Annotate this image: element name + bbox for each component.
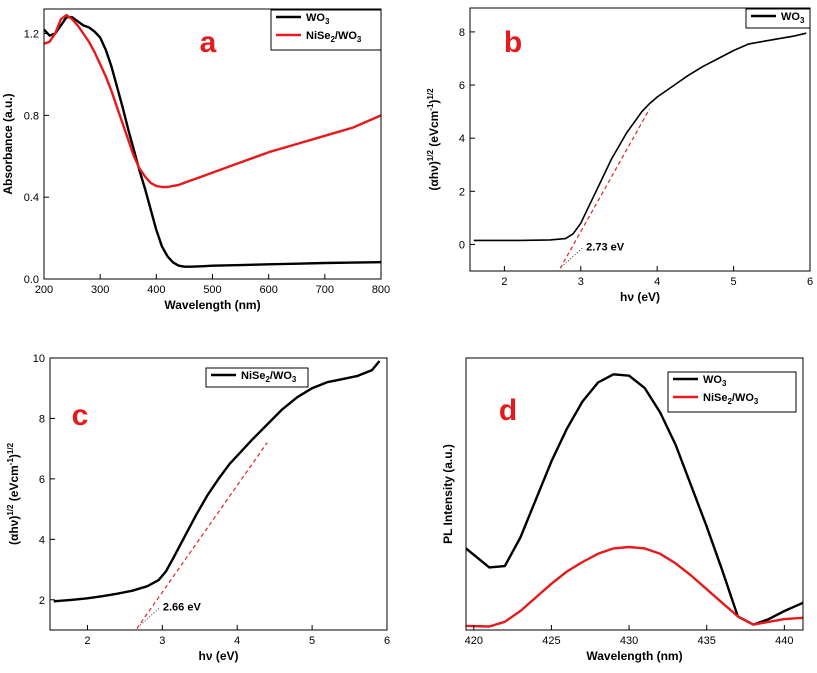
- legend-label: WO3: [781, 11, 805, 25]
- y-tick-label: 2: [39, 595, 45, 607]
- legend-label: NiSe2/WO3: [703, 392, 759, 406]
- y-axis-label: (αhν)1/2 (eVcm-1)1/2: [426, 88, 441, 191]
- x-tick-label: 600: [259, 284, 277, 296]
- fit-line-b: [559, 108, 651, 269]
- x-tick-label: 3: [159, 635, 165, 647]
- legend-b: WO3: [745, 8, 811, 29]
- series-line-d-1: [465, 545, 804, 628]
- x-tick-label: 2: [501, 276, 507, 288]
- panel-letter-b: b: [504, 26, 522, 59]
- legend-label: WO3: [703, 374, 727, 388]
- series-line-b-0: [473, 32, 807, 242]
- series-line-a-1: [43, 13, 382, 189]
- axes-frame-d: [465, 357, 804, 631]
- x-tick-label: 500: [203, 284, 221, 296]
- x-tick-label: 400: [147, 284, 165, 296]
- x-tick-label: 800: [372, 284, 390, 296]
- legend-label: NiSe2/WO3: [306, 30, 362, 44]
- x-tick-label: 3: [578, 276, 584, 288]
- y-tick-label: 8: [39, 413, 45, 425]
- fit-line-c: [136, 442, 268, 629]
- legend-box: [745, 8, 811, 29]
- x-tick-label: 4: [654, 276, 660, 288]
- x-tick-label: 200: [35, 284, 53, 296]
- panel-a: 200 300 400 500 600 700 800 0.0 0.4 0.8 1.2 Wavelen…: [1, 8, 390, 312]
- x-tick-label: 300: [91, 284, 109, 296]
- legend-c: NiSe2/WO3: [205, 367, 309, 388]
- x-axis-label: hν (eV): [620, 290, 660, 304]
- y-tick-label: 2: [459, 186, 465, 198]
- x-axis-label: hν (eV): [198, 649, 238, 663]
- y-axis-label: Absorbance (a.u.): [1, 93, 15, 194]
- y-tick-label: 4: [459, 133, 465, 145]
- legend-a: WO3 NiSe2/WO3: [270, 9, 382, 51]
- y-tick-label: 0.0: [24, 274, 39, 286]
- y-axis-label: (αhν)1/2 (eVcm-1)1/2: [6, 442, 21, 545]
- panel-b: 2.73 eV 2 3 4 5 6 0 2 4 6 8 hν (eV) (αhν)1/2 (eVcm-1…: [426, 7, 813, 304]
- x-tick-label: 5: [309, 635, 315, 647]
- x-tick-label: 4: [234, 635, 240, 647]
- x-tick-label: 435: [698, 635, 716, 647]
- y-axis-label: PL Intensity (a.u.): [441, 444, 455, 544]
- annotation-arrow-b: [561, 248, 583, 267]
- panel-letter-d: d: [499, 394, 517, 427]
- legend-d: WO3 NiSe2/WO3: [667, 371, 797, 413]
- y-tick-label: 10: [33, 353, 45, 365]
- y-tick-label: 0.8: [24, 110, 39, 122]
- y-tick-label: 8: [459, 27, 465, 39]
- bandgap-annotation-b: 2.73 eV: [586, 241, 625, 253]
- legend-box: [205, 367, 309, 388]
- x-tick-label: 430: [620, 635, 638, 647]
- y-tick-label: 0: [459, 239, 465, 251]
- x-tick-label: 5: [731, 276, 737, 288]
- panel-letter-a: a: [200, 26, 217, 59]
- y-tick-label: 0.4: [24, 192, 39, 204]
- y-tick-label: 6: [39, 474, 45, 486]
- x-tick-label: 6: [807, 276, 813, 288]
- x-tick-label: 2: [84, 635, 90, 647]
- y-tick-label: 6: [459, 80, 465, 92]
- x-axis-label: Wavelength (nm): [164, 298, 260, 312]
- axes-frame-b: [469, 7, 811, 272]
- x-tick-label: 6: [384, 635, 390, 647]
- bandgap-annotation-c: 2.66 eV: [163, 601, 202, 613]
- x-tick-label: 425: [542, 635, 560, 647]
- panel-c: 2.66 eV 2 3 4 5 6 2 4 6 8 10 hν (eV) (αhν)1/2 (eVcm-…: [6, 353, 390, 663]
- legend-label: WO3: [306, 12, 330, 26]
- y-tick-label: 4: [39, 534, 45, 546]
- x-tick-label: 420: [465, 635, 483, 647]
- y-tick-label: 1.2: [24, 29, 39, 41]
- legend-label: NiSe2/WO3: [241, 370, 297, 384]
- panel-letter-c: c: [72, 399, 89, 432]
- series-line-c-0: [53, 360, 381, 603]
- x-tick-label: 700: [316, 284, 334, 296]
- x-axis-label: Wavelength (nm): [586, 649, 682, 663]
- panel-d: 420 425 430 435 440 Wavelength (nm) PL Intensi…: [441, 357, 804, 663]
- x-tick-label: 440: [775, 635, 793, 647]
- axes-frame-c: [49, 357, 388, 631]
